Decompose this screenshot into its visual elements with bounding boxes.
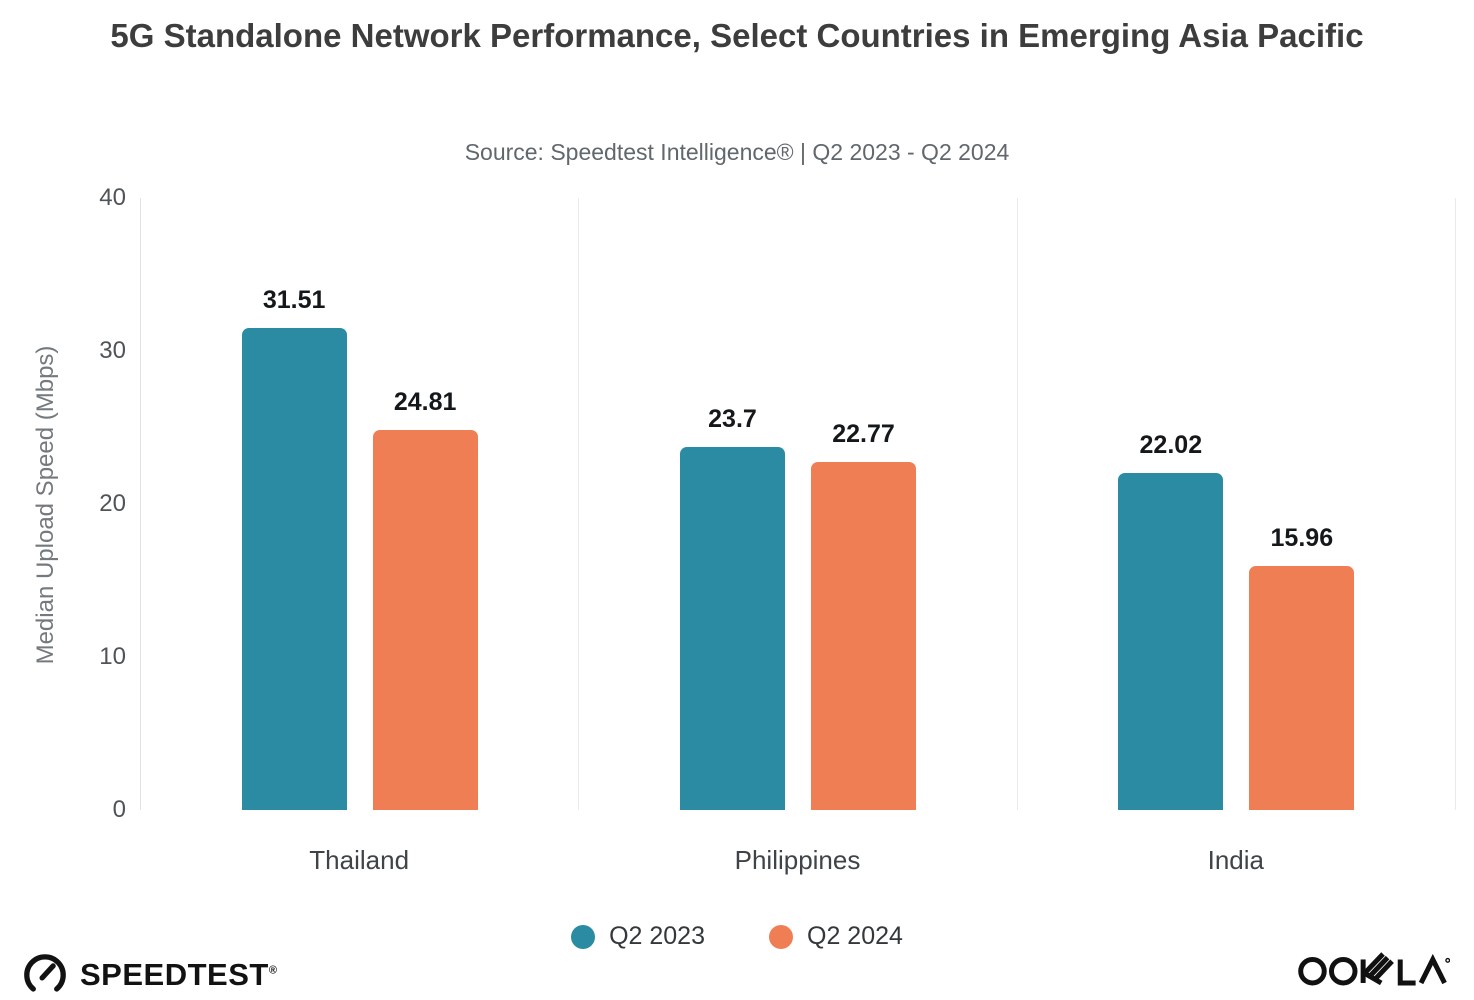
legend-swatch-icon	[571, 924, 596, 949]
bar-rect	[1118, 473, 1224, 810]
bar-rect	[679, 447, 785, 810]
ookla-logo	[1298, 950, 1451, 992]
ookla-wordmark-icon	[1298, 952, 1451, 986]
legend-label: Q2 2024	[807, 922, 903, 950]
bar-value-label: 31.51	[262, 285, 326, 314]
chart-title: 5G Standalone Network Performance, Selec…	[110, 17, 1364, 54]
legend-item-q2-2024: Q2 2024	[769, 922, 903, 951]
registered-mark: ®	[268, 964, 278, 977]
bar-value-label: 22.77	[832, 419, 895, 448]
legend-item-q2-2023: Q2 2023	[571, 922, 705, 951]
bar-chart-plot-area: 31.51 24.81 23.7 22.77 22.02 15.96	[140, 198, 1456, 810]
speedtest-wordmark: SPEEDTEST®	[80, 957, 278, 992]
bar-philippines-q2-2023: 23.7	[679, 405, 785, 810]
speedtest-gauge-icon	[24, 954, 66, 992]
speedtest-logo: SPEEDTEST®	[22, 952, 277, 998]
y-tick-label: 40	[99, 184, 126, 211]
bar-rect	[810, 461, 916, 810]
x-axis-category-labels: Thailand Philippines India	[140, 845, 1455, 876]
y-tick-label: 0	[112, 796, 126, 823]
bar-value-label: 15.96	[1270, 523, 1334, 552]
legend-label: Q2 2023	[609, 922, 705, 950]
y-axis-ticks: 0 10 20 30 40	[0, 184, 126, 823]
legend-swatch-icon	[769, 924, 793, 949]
y-tick-label: 20	[99, 490, 126, 517]
bar-thailand-q2-2023: 31.51	[241, 286, 347, 810]
bar-value-label: 22.02	[1139, 431, 1203, 460]
bar-india-q2-2023: 22.02	[1118, 431, 1224, 810]
category-label-thailand: Thailand	[309, 845, 410, 875]
category-label-india: India	[1207, 845, 1265, 875]
category-panel-india: 22.02 15.96	[1018, 198, 1456, 810]
bar-group: 23.7 22.77	[579, 198, 1016, 810]
bar-thailand-q2-2024: 24.81	[372, 388, 478, 810]
bar-rect	[241, 327, 347, 810]
bar-rect	[372, 430, 478, 810]
bar-india-q2-2024: 15.96	[1249, 524, 1355, 810]
category-panel-thailand: 31.51 24.81	[141, 198, 580, 810]
category-panel-philippines: 23.7 22.77	[579, 198, 1018, 810]
y-tick-label: 10	[99, 643, 126, 670]
bar-value-label: 24.81	[393, 388, 457, 417]
bar-group: 31.51 24.81	[141, 198, 578, 810]
bar-philippines-q2-2024: 22.77	[810, 420, 916, 810]
category-label-philippines: Philippines	[734, 845, 861, 875]
y-tick-label: 30	[99, 337, 126, 364]
chart-subtitle: Source: Speedtest Intelligence® | Q2 202…	[464, 139, 1010, 165]
bar-rect	[1249, 565, 1355, 810]
bar-value-label: 23.7	[708, 405, 757, 434]
bar-group: 22.02 15.96	[1018, 198, 1455, 810]
chart-legend: Q2 2023 Q2 2024	[0, 922, 1474, 951]
